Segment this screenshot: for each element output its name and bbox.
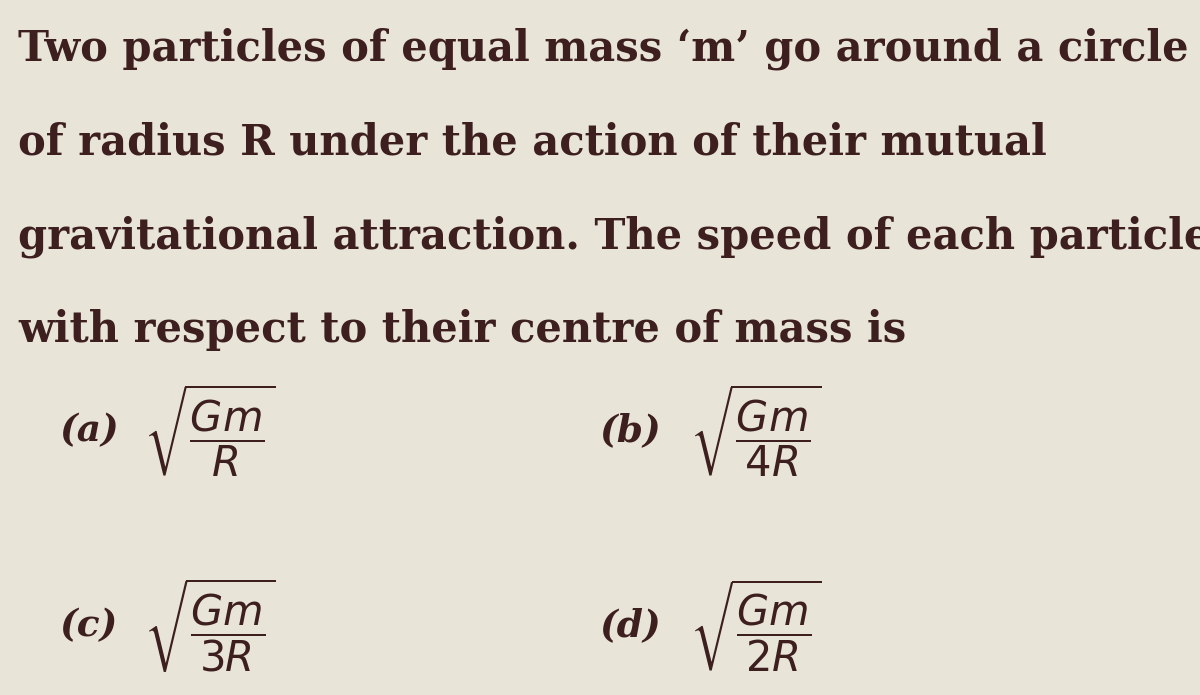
Text: (c): (c) bbox=[60, 607, 119, 644]
Text: $\sqrt{\dfrac{Gm}{R}}$: $\sqrt{\dfrac{Gm}{R}}$ bbox=[144, 382, 275, 480]
Text: gravitational attraction. The speed of each particle: gravitational attraction. The speed of e… bbox=[18, 215, 1200, 258]
Text: (a): (a) bbox=[60, 412, 120, 450]
Text: of radius R under the action of their mutual: of radius R under the action of their mu… bbox=[18, 122, 1046, 163]
Text: $\sqrt{\dfrac{Gm}{3R}}$: $\sqrt{\dfrac{Gm}{3R}}$ bbox=[144, 576, 276, 675]
Text: with respect to their centre of mass is: with respect to their centre of mass is bbox=[18, 309, 906, 351]
Text: (d): (d) bbox=[600, 607, 661, 644]
Text: (b): (b) bbox=[600, 412, 661, 450]
Text: $\sqrt{\dfrac{Gm}{2R}}$: $\sqrt{\dfrac{Gm}{2R}}$ bbox=[690, 577, 822, 674]
Text: $\sqrt{\dfrac{Gm}{4R}}$: $\sqrt{\dfrac{Gm}{4R}}$ bbox=[690, 382, 821, 480]
Text: Two particles of equal mass ‘m’ go around a circle: Two particles of equal mass ‘m’ go aroun… bbox=[18, 28, 1189, 70]
